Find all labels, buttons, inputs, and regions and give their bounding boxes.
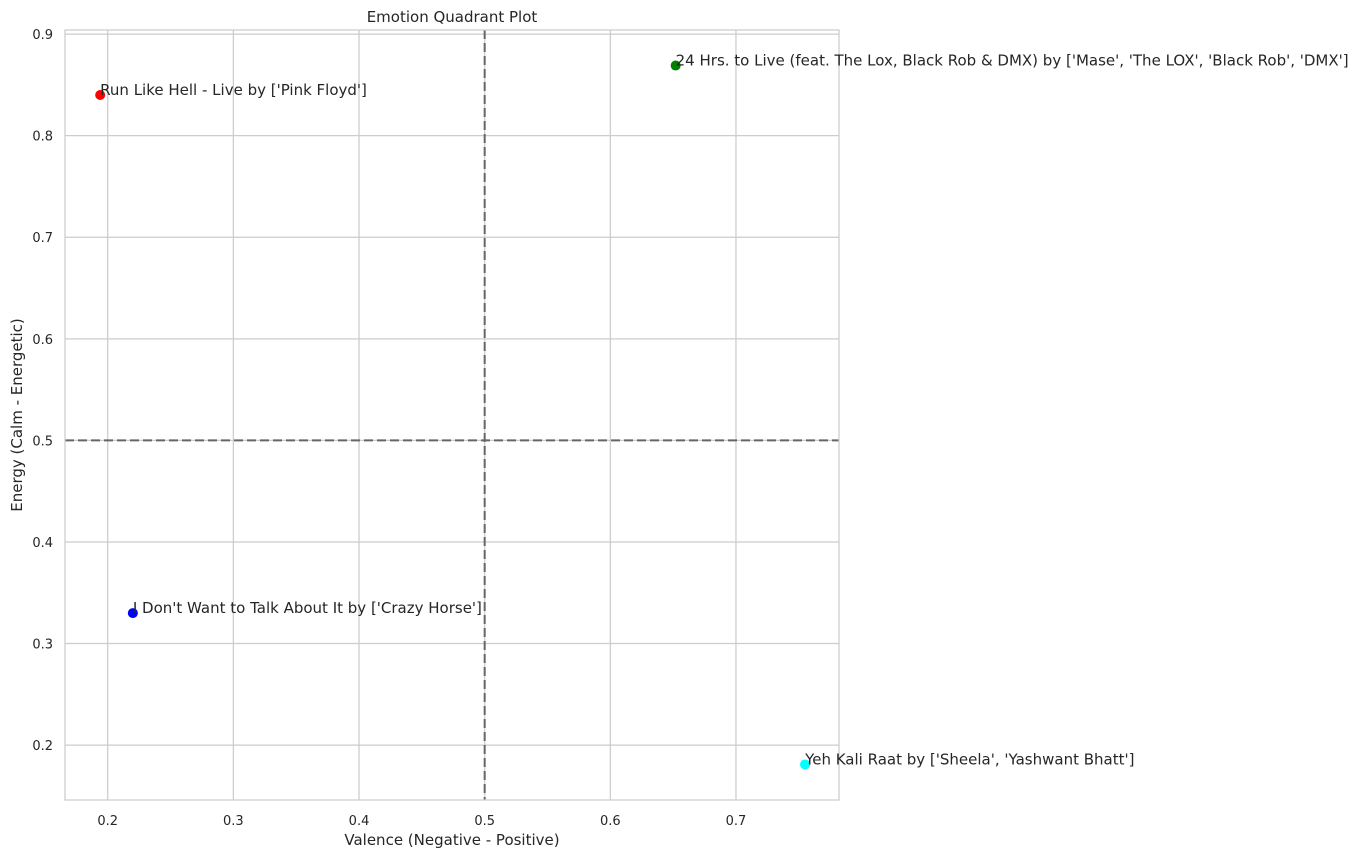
x-tick-label: 0.5: [474, 814, 495, 829]
x-tick-label: 0.2: [97, 814, 118, 829]
grid-lines: [65, 30, 839, 800]
tick-labels: 0.2 0.3 0.4 0.5 0.6 0.7 0.2 0.3 0.4 0.5 0.6 0.7 0.8 0…: [32, 28, 746, 829]
x-axis-title: Valence (Negative - Positive): [344, 831, 559, 849]
point-label: 24 Hrs. to Live (feat. The Lox, Black Ro…: [676, 52, 1349, 70]
data-point: [127, 608, 138, 619]
point-labels: Run Like Hell - Live by ['Pink Floyd'] 24…: [100, 52, 1348, 769]
point-label: I Don't Want to Talk About It by ['Crazy…: [133, 599, 482, 617]
y-axis-title: Energy (Calm - Energetic): [8, 318, 26, 512]
y-tick-label: 0.9: [32, 28, 53, 43]
x-tick-label: 0.3: [223, 814, 244, 829]
chart-title: Emotion Quadrant Plot: [367, 8, 538, 26]
y-tick-label: 0.7: [32, 231, 53, 246]
y-tick-label: 0.3: [32, 638, 53, 653]
y-tick-label: 0.8: [32, 130, 53, 145]
data-point: [670, 60, 681, 71]
x-tick-label: 0.6: [600, 814, 621, 829]
y-tick-label: 0.6: [32, 333, 53, 348]
point-label: Run Like Hell - Live by ['Pink Floyd']: [100, 81, 367, 99]
y-tick-label: 0.4: [32, 536, 53, 551]
plot-frame: [64, 29, 840, 801]
y-tick-label: 0.2: [32, 739, 53, 754]
data-point: [95, 90, 106, 101]
x-tick-label: 0.7: [726, 814, 747, 829]
data-point: [800, 759, 811, 770]
quadrant-reference-lines: [65, 30, 839, 800]
point-label: Yeh Kali Raat by ['Sheela', 'Yashwant Bh…: [804, 750, 1134, 768]
y-tick-label: 0.5: [32, 434, 53, 449]
x-tick-label: 0.4: [349, 814, 370, 829]
data-points: [95, 60, 811, 770]
